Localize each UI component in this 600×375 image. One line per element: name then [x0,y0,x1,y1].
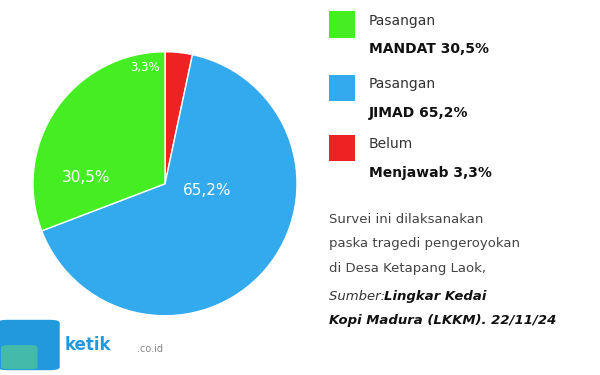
Text: Menjawab 3,3%: Menjawab 3,3% [369,165,491,180]
FancyBboxPatch shape [329,75,355,101]
FancyBboxPatch shape [329,135,355,161]
Wedge shape [41,55,297,316]
Text: Sumber:: Sumber: [329,290,389,303]
Text: .co.id: .co.id [137,344,163,354]
Text: 65,2%: 65,2% [183,183,232,198]
Text: Lingkar Kedai: Lingkar Kedai [384,290,487,303]
Text: 30,5%: 30,5% [62,170,110,184]
FancyBboxPatch shape [1,345,38,369]
Text: JIMAD 65,2%: JIMAD 65,2% [369,105,468,120]
FancyBboxPatch shape [329,11,355,38]
Wedge shape [165,52,193,184]
Text: ketik: ketik [65,336,112,354]
Text: di Desa Ketapang Laok,: di Desa Ketapang Laok, [329,262,486,274]
Text: 3,3%: 3,3% [130,61,160,74]
Text: paska tragedi pengeroyokan: paska tragedi pengeroyokan [329,237,520,250]
Text: Pasangan: Pasangan [369,77,436,92]
FancyBboxPatch shape [0,320,60,370]
Text: MANDAT 30,5%: MANDAT 30,5% [369,42,489,56]
Text: Survei ini dilaksanakan: Survei ini dilaksanakan [329,213,484,226]
Text: Pasangan: Pasangan [369,13,436,28]
Text: Kopi Madura (LKKM). 22/11/24: Kopi Madura (LKKM). 22/11/24 [329,314,557,327]
Wedge shape [33,52,165,231]
Text: Belum: Belum [369,137,413,152]
